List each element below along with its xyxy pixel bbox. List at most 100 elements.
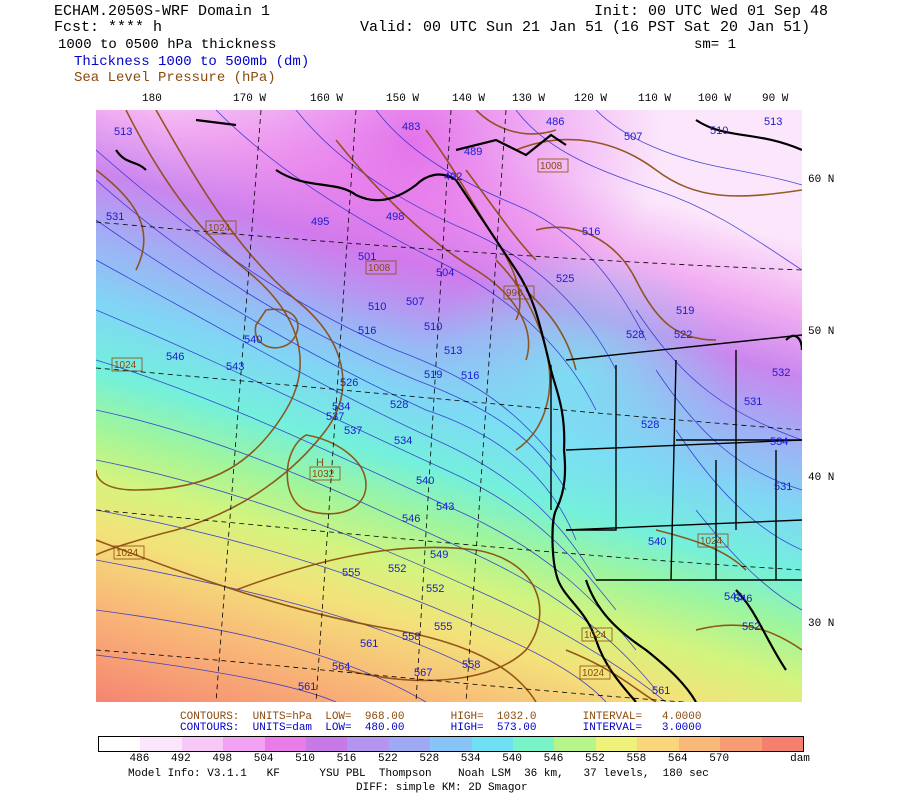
- longitude-label: 160 W: [310, 93, 344, 105]
- latitude-label: 60 N: [808, 174, 835, 186]
- longitude-label: 140 W: [452, 93, 486, 105]
- colorbar-swatch: [306, 737, 348, 751]
- slp-contour-info: CONTOURS: UNITS=hPa LOW= 968.00 HIGH= 10…: [180, 711, 702, 723]
- thickness-label: 543: [724, 591, 742, 603]
- colorbar-swatch: [430, 737, 472, 751]
- colorbar-label: 528: [419, 753, 440, 765]
- smoothing: sm= 1: [694, 37, 737, 53]
- borders: [550, 334, 802, 581]
- thickness-label: 555: [434, 621, 452, 633]
- colorbar-swatch: [388, 737, 431, 751]
- coastlines: [115, 118, 802, 702]
- colorbar-label: 504: [253, 753, 274, 765]
- colorbar-swatch: [181, 737, 224, 751]
- thickness-label: 519: [676, 305, 694, 317]
- thickness-label: 567: [414, 667, 432, 679]
- thickness-label: 561: [298, 681, 316, 693]
- valid-time: Valid: 00 UTC Sun 21 Jan 51 (16 PST Sat …: [360, 19, 811, 36]
- longitude-label: 180: [142, 93, 162, 105]
- pressure-label: 1024: [582, 668, 605, 679]
- pressure-label: 1024: [116, 548, 139, 559]
- high-pressure-center: H: [316, 457, 324, 469]
- thickness-label: 507: [406, 296, 424, 308]
- thickness-label: 513: [444, 345, 462, 357]
- longitude-label: 120 W: [574, 93, 608, 105]
- colorbar-swatch: [471, 737, 514, 751]
- colorbar-swatch: [637, 737, 679, 751]
- colorbar-unit: dam: [790, 753, 810, 765]
- thickness-label: 546: [734, 593, 752, 605]
- colorbar-label: 564: [667, 753, 688, 765]
- thickness-label: 531: [106, 211, 124, 223]
- field-name: 1000 to 0500 hPa thickness: [58, 37, 277, 53]
- model-title: ECHAM.2050S-WRF Domain 1: [54, 3, 271, 20]
- thickness-label: 483: [402, 121, 420, 133]
- pressure-label: 1024: [584, 630, 607, 641]
- colorbar-swatch: [99, 737, 141, 751]
- colorbar-label: 522: [377, 753, 398, 765]
- model-info: Model Info: V3.1.1 KF YSU PBL Thompson N…: [128, 768, 709, 780]
- colorbar-label: 546: [543, 753, 564, 765]
- thickness-label: 513: [764, 116, 782, 128]
- thickness-label: 519: [424, 369, 442, 381]
- thickness-label: 558: [462, 659, 480, 671]
- pressure-label: 996: [506, 288, 523, 299]
- forecast-hour: Fcst: **** h: [54, 19, 163, 36]
- colorbar-label: 486: [129, 753, 150, 765]
- longitude-label: 90 W: [762, 93, 789, 105]
- pressure-label: 1024: [700, 536, 723, 547]
- thickness-label: 510: [710, 125, 728, 137]
- thickness-label: 537: [326, 411, 344, 423]
- latitude-label: 30 N: [808, 618, 835, 630]
- colorbar-swatch: [720, 737, 762, 751]
- low-pressure-center: L: [514, 276, 520, 288]
- thickness-label: 546: [166, 351, 184, 363]
- pressure-label: 1024: [114, 360, 137, 371]
- thickness-label: 486: [546, 116, 564, 128]
- thickness-label: 532: [772, 367, 790, 379]
- thickness-label: 507: [624, 131, 642, 143]
- pressure-label: 1024: [208, 223, 231, 234]
- thickness-label: 522: [674, 329, 692, 341]
- thickness-label: 495: [311, 216, 329, 228]
- thickness-label: 531: [774, 481, 792, 493]
- slp-contours: [96, 110, 802, 702]
- thickness-contour-info: CONTOURS: UNITS=dam LOW= 480.00 HIGH= 57…: [180, 722, 702, 734]
- thickness-label: 555: [342, 567, 360, 579]
- thickness-label: 504: [436, 267, 454, 279]
- thickness-label: 516: [582, 226, 600, 238]
- colorbar-label: 540: [502, 753, 523, 765]
- thickness-label: 528: [626, 329, 644, 341]
- colorbar-label: 558: [626, 753, 647, 765]
- thickness-label: 561: [652, 685, 670, 697]
- thickness-label: 543: [436, 501, 454, 513]
- thickness-label: 552: [388, 563, 406, 575]
- thickness-label: 510: [368, 301, 386, 313]
- thickness-label: 534: [394, 435, 412, 447]
- longitude-label: 130 W: [512, 93, 546, 105]
- colorbar-swatch: [761, 737, 803, 751]
- thickness-label: 564: [332, 661, 350, 673]
- thickness-label: 489: [464, 146, 482, 158]
- thickness-label: 531: [744, 396, 762, 408]
- thickness-label: 540: [416, 475, 434, 487]
- thickness-label: 552: [742, 621, 760, 633]
- colorbar-label: 492: [170, 753, 191, 765]
- thickness-label: 516: [358, 325, 376, 337]
- colorbar-swatch: [554, 737, 596, 751]
- pressure-label: 1008: [540, 161, 563, 172]
- thickness-label: 498: [386, 211, 404, 223]
- colorbar-swatch: [678, 737, 721, 751]
- longitude-label: 100 W: [698, 93, 732, 105]
- thickness-label: 540: [244, 334, 262, 346]
- latitude-label: 50 N: [808, 326, 835, 338]
- thickness-label: 543: [226, 361, 244, 373]
- thickness-label: 534: [770, 436, 788, 448]
- colorbar: [98, 736, 804, 752]
- legend-slp: Sea Level Pressure (hPa): [74, 70, 276, 86]
- diffusion-info: DIFF: simple KM: 2D Smagor: [356, 782, 528, 794]
- longitude-label: 150 W: [386, 93, 420, 105]
- colorbar-swatch: [264, 737, 307, 751]
- thickness-label: 534: [332, 401, 350, 413]
- longitude-label: 170 W: [233, 93, 267, 105]
